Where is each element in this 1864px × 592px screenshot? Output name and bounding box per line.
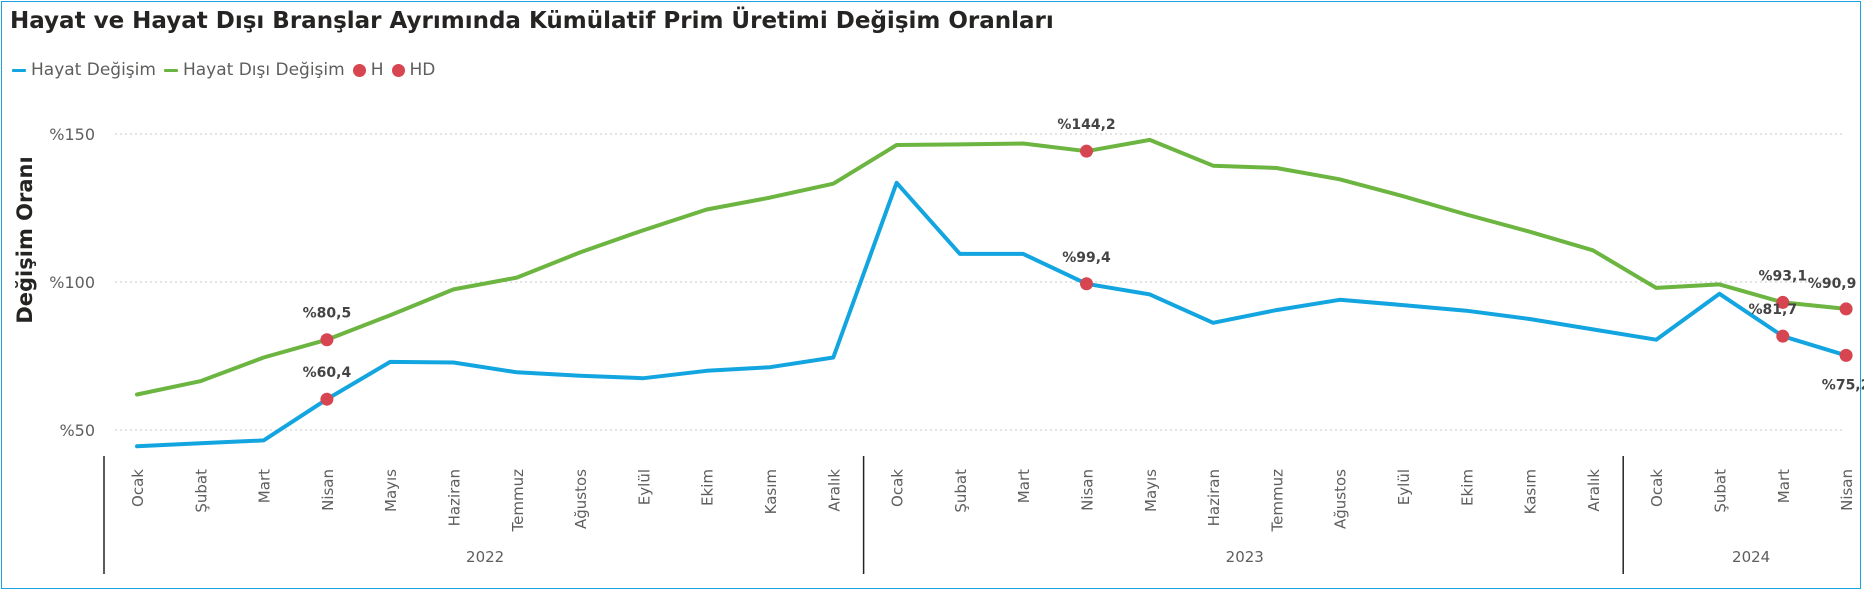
x-tick-label: Nisan xyxy=(319,469,337,511)
data-label-hd: %93,1 xyxy=(1759,268,1808,284)
x-tick-label: Ağustos xyxy=(1332,469,1350,529)
year-label: 2023 xyxy=(1226,548,1264,566)
x-tick-label: Eylül xyxy=(635,469,653,505)
chart-title: Hayat ve Hayat Dışı Branşlar Ayrımında K… xyxy=(10,8,1054,34)
marker-h[interactable] xyxy=(1839,348,1853,362)
x-tick-label: Haziran xyxy=(446,469,464,526)
legend-item-hayat[interactable]: Hayat Değişim xyxy=(12,60,156,80)
x-tick-label: Ocak xyxy=(129,469,147,507)
gridlines xyxy=(115,133,1845,431)
legend-label-hayat-disi: Hayat Dışı Değişim xyxy=(182,60,345,80)
legend-dot-icon xyxy=(352,63,366,77)
y-tick-label: %50 xyxy=(59,421,95,440)
x-tick-label: Mart xyxy=(1015,469,1033,503)
x-tick-label: Temmuz xyxy=(1268,469,1286,533)
x-tick-label: Ekim xyxy=(1458,469,1476,506)
x-tick-label: Mart xyxy=(256,469,274,503)
marker-hd[interactable] xyxy=(1839,302,1853,316)
x-tick-label: Eylül xyxy=(1395,469,1413,505)
data-label-h: %99,4 xyxy=(1062,250,1111,266)
series-lines xyxy=(135,137,1849,449)
x-tick-label: Kasım xyxy=(1522,469,1540,514)
x-tick-label: Temmuz xyxy=(509,469,527,533)
chart-legend: Hayat Değişim Hayat Dışı Değişim H HD xyxy=(12,60,443,80)
year-label: 2022 xyxy=(466,548,504,566)
marker-hd[interactable] xyxy=(320,333,334,347)
legend-item-hd[interactable]: HD xyxy=(391,60,436,80)
data-label-hd: %80,5 xyxy=(303,306,352,322)
legend-item-hayat-disi[interactable]: Hayat Dışı Değişim xyxy=(163,60,345,80)
data-label-h: %60,4 xyxy=(303,365,352,381)
y-tick-label: %150 xyxy=(49,125,95,144)
x-tick-label: Ocak xyxy=(889,469,907,507)
x-tick-label: Mart xyxy=(1775,469,1793,503)
x-tick-label: Ekim xyxy=(699,469,717,506)
marker-h[interactable] xyxy=(1776,329,1790,343)
x-tick-label: Aralık xyxy=(825,469,843,512)
data-label-h: %81,7 xyxy=(1749,302,1798,318)
data-labels: %80,5 %144,2 %93,1 %90,9 %60,4 %99,4 %81,7 %75,… xyxy=(303,117,1864,393)
data-label-h: %75,2 xyxy=(1822,377,1864,393)
y-axis-ticks: %50 %100 %150 xyxy=(49,125,95,440)
marker-hd[interactable] xyxy=(1776,295,1790,309)
marker-hd[interactable] xyxy=(1080,144,1093,158)
series-line-hayat xyxy=(135,180,1849,449)
legend-line-icon xyxy=(163,68,178,72)
legend-label-hayat: Hayat Değişim xyxy=(31,60,156,80)
marker-h[interactable] xyxy=(320,392,334,406)
legend-line-icon xyxy=(12,68,26,72)
x-axis: Ocak Şubat Mart Nisan Mayıs Haziran Temmuz Ağus… xyxy=(103,456,1856,574)
x-tick-label: Nisan xyxy=(1838,469,1856,511)
x-tick-label: Nisan xyxy=(1079,469,1097,511)
x-tick-label: Aralık xyxy=(1585,469,1603,512)
y-tick-label: %100 xyxy=(49,273,95,292)
data-label-hd: %144,2 xyxy=(1057,117,1115,133)
x-tick-label: Mayıs xyxy=(1142,469,1160,512)
year-label: 2024 xyxy=(1732,548,1770,566)
y-axis-label: Değişim Oranı xyxy=(13,156,37,323)
legend-item-h[interactable]: H xyxy=(352,60,384,80)
legend-label-h: H xyxy=(370,60,384,80)
data-label-hd: %90,9 xyxy=(1808,276,1857,292)
x-tick-label: Şubat xyxy=(1712,469,1730,513)
x-tick-label: Kasım xyxy=(762,469,780,514)
x-tick-label: Şubat xyxy=(952,469,970,513)
series-line-hayat-disi xyxy=(135,137,1849,397)
x-tick-label: Şubat xyxy=(192,469,210,513)
x-tick-label: Mayıs xyxy=(382,469,400,512)
legend-label-hd: HD xyxy=(409,60,436,80)
x-tick-label: Ağustos xyxy=(572,469,590,529)
x-tick-label: Haziran xyxy=(1205,469,1223,526)
data-markers xyxy=(320,144,1853,406)
marker-h[interactable] xyxy=(1080,277,1093,291)
x-tick-label: Ocak xyxy=(1648,469,1666,507)
legend-dot-icon xyxy=(391,63,405,77)
